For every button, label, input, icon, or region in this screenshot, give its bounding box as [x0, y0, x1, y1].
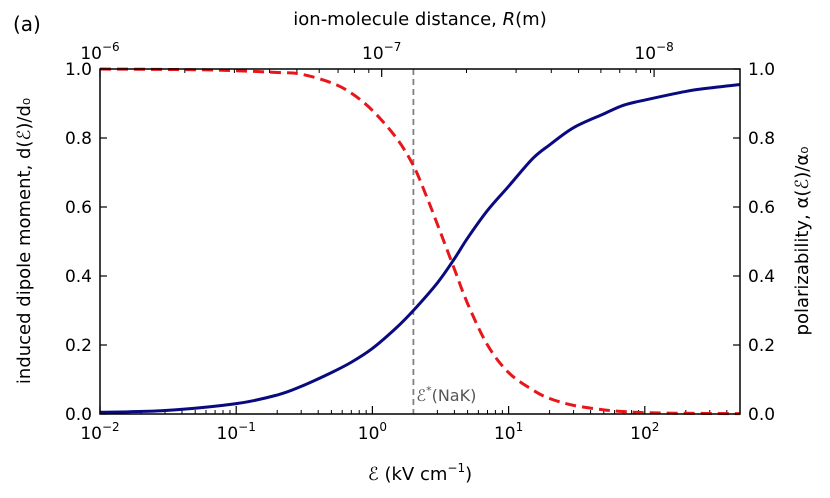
series-line-dipole-moment [99, 83, 741, 414]
right-y-axis-title: polarizability, α(ℰ)/α₀ [792, 147, 813, 336]
series-layer [99, 67, 741, 416]
y-left-tick-label: 0.6 [65, 198, 92, 218]
y-right-tick-label: 1.0 [748, 60, 775, 80]
plot-frame [99, 68, 741, 415]
top-x-tick-label: 10−7 [362, 40, 401, 64]
y-right-tick-label: 0.4 [748, 267, 775, 287]
x-tick-label: 100 [358, 420, 387, 444]
y-left-tick-label: 0.8 [65, 129, 92, 149]
x-tick-label: 102 [630, 420, 659, 444]
y-left-tick-label: 0.0 [65, 405, 92, 425]
x-tick-label: 10−1 [217, 420, 256, 444]
y-left-tick-label: 0.2 [65, 336, 92, 356]
top-x-axis-title: ion-molecule distance, R(m) [293, 9, 546, 30]
y-right-tick-label: 0.8 [748, 129, 775, 149]
series-line-polarizability [99, 67, 741, 416]
x-tick-label: 10−2 [80, 420, 119, 444]
left-y-axis-title: induced dipole moment, d(ℰ)/d₀ [14, 98, 35, 384]
x-tick-label: 101 [494, 420, 523, 444]
x-axis-title: ℰ (kV cm−1) [368, 461, 472, 485]
y-left-tick-label: 1.0 [65, 60, 92, 80]
top-x-tick-label: 10−6 [80, 40, 119, 64]
panel-label: (a) [13, 12, 41, 36]
characteristic-field-annotation: ℰ*(NaK) [416, 384, 476, 405]
top-x-tick-label: 10−8 [634, 40, 673, 64]
ticks-layer: 0.0 0.0 0.2 0.2 0.4 0.4 0.6 0.6 0.8 0.8 1.0 1.0 10−2… [65, 40, 775, 444]
y-right-tick-label: 0.0 [748, 405, 775, 425]
y-left-tick-label: 0.4 [65, 267, 92, 287]
y-right-tick-label: 0.6 [748, 198, 775, 218]
y-right-tick-label: 0.2 [748, 336, 775, 356]
